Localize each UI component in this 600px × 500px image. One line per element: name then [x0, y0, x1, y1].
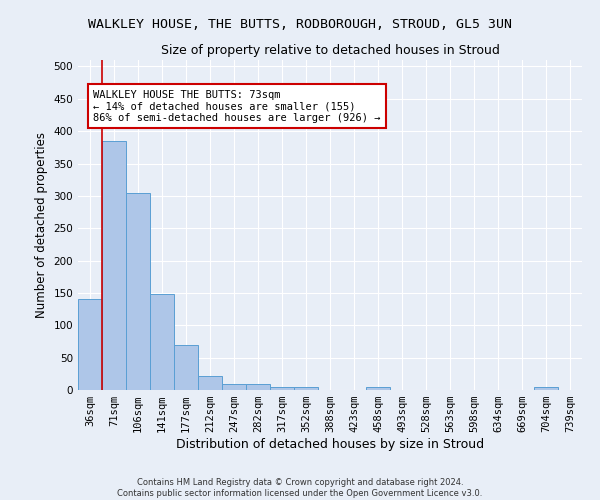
Bar [366, 387, 390, 390]
X-axis label: Distribution of detached houses by size in Stroud: Distribution of detached houses by size … [176, 438, 484, 451]
Bar [102, 141, 126, 390]
Text: WALKLEY HOUSE THE BUTTS: 73sqm
← 14% of detached houses are smaller (155)
86% of: WALKLEY HOUSE THE BUTTS: 73sqm ← 14% of … [93, 90, 380, 123]
Bar [294, 387, 318, 390]
Bar [126, 192, 150, 390]
Bar [270, 387, 294, 390]
Text: WALKLEY HOUSE, THE BUTTS, RODBOROUGH, STROUD, GL5 3UN: WALKLEY HOUSE, THE BUTTS, RODBOROUGH, ST… [88, 18, 512, 30]
Bar [78, 300, 102, 390]
Text: Contains HM Land Registry data © Crown copyright and database right 2024.
Contai: Contains HM Land Registry data © Crown c… [118, 478, 482, 498]
Bar [246, 384, 270, 390]
Title: Size of property relative to detached houses in Stroud: Size of property relative to detached ho… [161, 44, 499, 58]
Bar [198, 376, 222, 390]
Bar [534, 387, 558, 390]
Y-axis label: Number of detached properties: Number of detached properties [35, 132, 48, 318]
Bar [150, 294, 174, 390]
Bar [222, 384, 246, 390]
Bar [174, 344, 198, 390]
